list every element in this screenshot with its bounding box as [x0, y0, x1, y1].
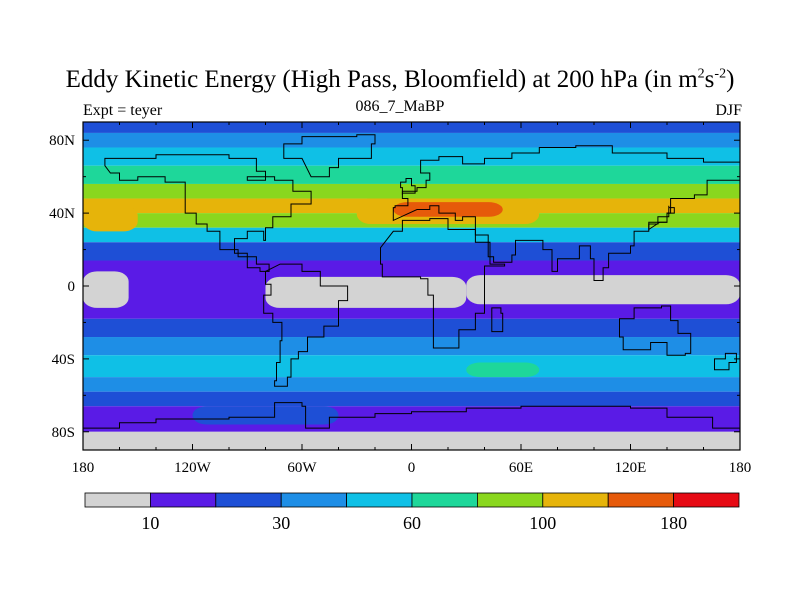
y-tick-label-2: 0: [68, 279, 76, 295]
continent-madagascar: [491, 307, 504, 333]
field-patch-equator-weak-pac: [265, 276, 467, 308]
continent-uk: [400, 178, 416, 195]
title-mid: s: [704, 66, 715, 93]
field-band-1: [83, 132, 740, 148]
field-band-7: [83, 227, 740, 243]
field-band-11: [83, 337, 740, 356]
colorbar-swatch-6: [476, 492, 544, 508]
colorbar-swatch-2: [215, 492, 282, 508]
colorbar-label-0: 10: [141, 513, 159, 533]
field-patch-equator-weak-w: [83, 271, 129, 308]
field-patch-equator-weak-io: [466, 275, 740, 305]
colorbar-label-2: 60: [403, 513, 421, 533]
chart-title: Eddy Kinetic Energy (High Pass, Bloomfie…: [0, 66, 800, 94]
colorbar-label-1: 30: [272, 513, 290, 533]
run-id-label: 086_7_MaBP: [355, 98, 445, 115]
continent-new-zealand: [714, 352, 737, 371]
continent-africa: [380, 218, 506, 349]
y-tick-label-3: 40S: [52, 352, 75, 368]
colorbar-label-3: 100: [529, 513, 556, 533]
continent-south-america: [263, 263, 349, 387]
colorbar-swatch-3: [280, 492, 348, 508]
x-tick-label-3: 0: [408, 460, 416, 476]
x-tick-label-6: 180: [729, 460, 752, 476]
contour-field: [83, 122, 740, 450]
x-tick-label-0: 180: [72, 460, 95, 476]
field-band-10: [83, 318, 740, 338]
x-tick-label-5: 120E: [615, 460, 647, 476]
y-tick-label-4: 80S: [52, 425, 75, 441]
field-band-16: [83, 431, 740, 450]
field-band-2: [83, 147, 740, 166]
colorbar-swatch-4: [346, 492, 413, 508]
continent-japan: [648, 205, 675, 231]
continent-australia: [619, 305, 692, 356]
field-band-8: [83, 242, 740, 261]
colorbar-swatch-8: [607, 492, 675, 508]
continent-outlines: [83, 134, 740, 440]
field-band-13: [83, 377, 740, 392]
colorbar-swatch-7: [542, 492, 609, 508]
x-tick-label-2: 60W: [287, 460, 317, 476]
y-tick-label-0: 80N: [49, 133, 75, 149]
season-label: DJF: [715, 102, 742, 119]
y-axis: 80N 40N 0 40S 80S: [49, 133, 740, 441]
x-axis: 180 120W 60W 0 60E 120E 180: [72, 122, 752, 476]
y-tick-label-1: 40N: [49, 206, 75, 222]
title-main: Eddy Kinetic Energy (High Pass, Bloomfie…: [65, 66, 698, 93]
x-tick-label-1: 120W: [174, 460, 212, 476]
colorbar-swatch-1: [149, 492, 217, 508]
experiment-label: Expt = teyer: [83, 102, 163, 119]
title-sup-1: 2: [697, 66, 705, 82]
title-end: ): [726, 66, 735, 93]
continent-north-america: [104, 154, 312, 272]
colorbar-swatch-0: [84, 492, 151, 508]
field-band-12: [83, 355, 740, 378]
continent-greenland: [283, 134, 376, 178]
continent-antarctica: [83, 402, 740, 440]
title-sup-2: -2: [714, 66, 727, 82]
field-patch-n-pacific-jet: [83, 205, 138, 232]
x-tick-label-4: 60E: [509, 460, 533, 476]
field-patch-s-indian-jet: [466, 362, 540, 378]
colorbar-label-4: 180: [660, 513, 687, 533]
field-patch-asia-jet-core-2: [393, 202, 503, 217]
field-patch-antarctic-edge: [192, 406, 339, 425]
colorbar-swatch-5: [411, 492, 478, 508]
colorbar: 10 30 60 100 180: [84, 492, 740, 533]
field-band-14: [83, 391, 740, 407]
colorbar-swatch-9: [673, 492, 740, 508]
